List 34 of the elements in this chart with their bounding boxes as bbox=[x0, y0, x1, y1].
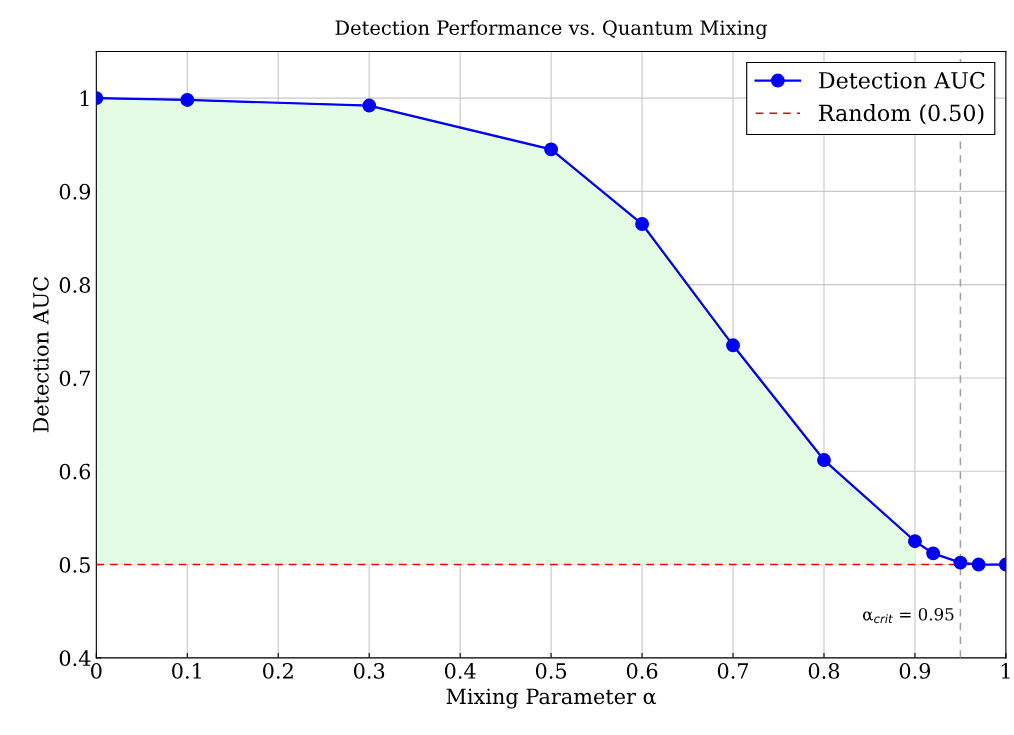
point bbox=[180, 93, 195, 107]
y-tick-label: 0.4 bbox=[59, 650, 91, 667]
x-tick-label: 0.8 bbox=[808, 663, 840, 679]
y-tick-label: 0.7 bbox=[59, 370, 90, 387]
x-axis-title: Mixing Parameter α bbox=[446, 688, 657, 709]
y-tick-label: 0.9 bbox=[59, 183, 91, 200]
y-tick-label: 0.6 bbox=[59, 463, 91, 480]
x-tick-label: 0.7 bbox=[717, 663, 749, 679]
x-tick-label: 1 bbox=[1001, 663, 1010, 679]
point bbox=[726, 338, 740, 353]
x-tick-label: 0.3 bbox=[354, 663, 385, 679]
point bbox=[926, 546, 941, 561]
point bbox=[544, 142, 559, 157]
annotation: α$_{crit}$ = 0.95 bbox=[863, 607, 954, 624]
point bbox=[635, 217, 650, 231]
point bbox=[362, 98, 377, 113]
legend-label: Random (0.50) bbox=[819, 104, 984, 125]
x-tick-label: 0.6 bbox=[626, 663, 658, 679]
chart-title: Detection Performance vs. Quantum Mixing bbox=[335, 20, 768, 40]
x-tick-label: 0 bbox=[91, 663, 102, 679]
x-tick-label: 0.5 bbox=[535, 663, 567, 679]
y-tick-label: 0.8 bbox=[59, 277, 91, 293]
y-axis-title: Detection AUC bbox=[32, 277, 49, 433]
x-tick-label: 0.9 bbox=[899, 663, 931, 679]
x-tick-label: 0.2 bbox=[263, 663, 293, 679]
x-tick-label: 0.1 bbox=[172, 663, 201, 679]
point bbox=[817, 453, 831, 467]
point bbox=[971, 557, 986, 572]
y-tick-label: 1 bbox=[80, 90, 89, 107]
y-tick-label: 0.5 bbox=[59, 556, 90, 573]
point bbox=[907, 534, 922, 549]
x-tick-label: 0.4 bbox=[444, 663, 476, 679]
legend-label: Detection AUC bbox=[819, 71, 985, 89]
point bbox=[953, 555, 968, 570]
